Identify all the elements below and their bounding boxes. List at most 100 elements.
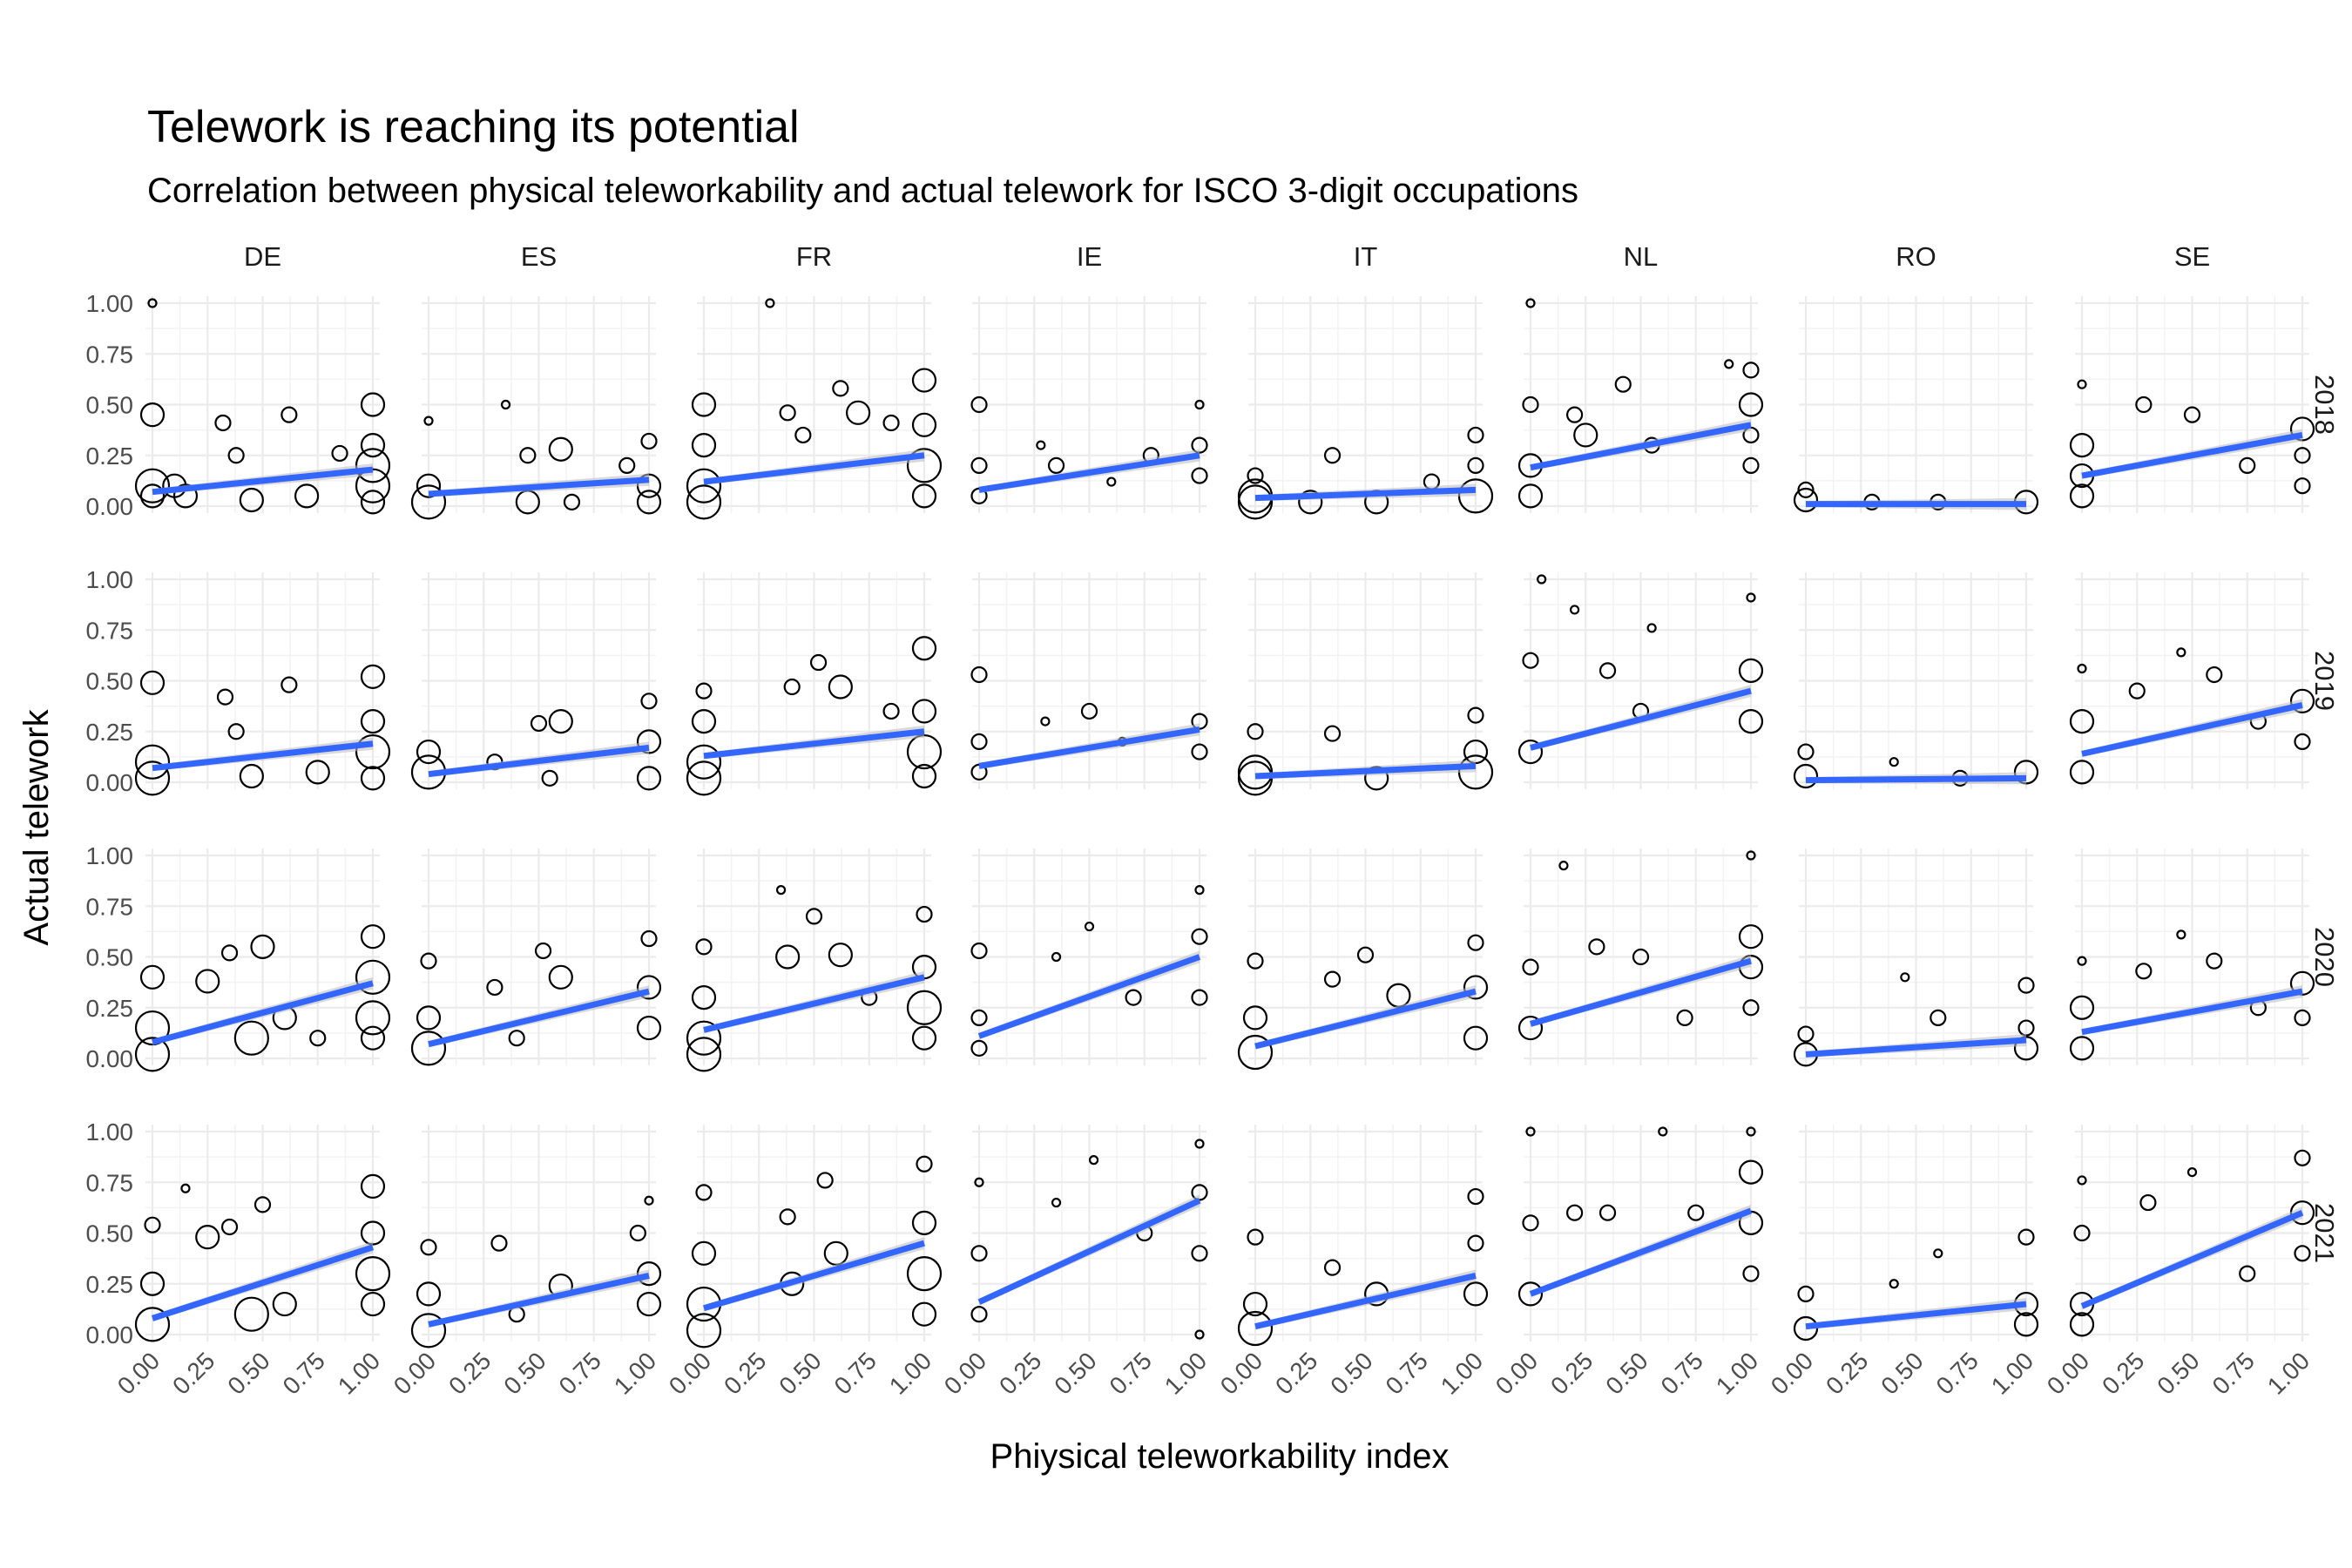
data-point — [360, 1291, 386, 1317]
data-point — [180, 1183, 191, 1193]
data-point — [916, 1155, 933, 1173]
data-point — [2289, 688, 2315, 713]
data-point — [1237, 1310, 1274, 1347]
x-tick-label: 0.75 — [829, 1347, 882, 1399]
x-tick-label: 0.25 — [1545, 1347, 1598, 1399]
panel-nl-2020 — [1517, 848, 1764, 1065]
data-point — [360, 433, 386, 458]
x-tick-label: 0.50 — [1600, 1347, 1652, 1399]
panel-ro-2021: 0.00 0.25 0.50 0.75 1.00 — [1766, 1125, 2038, 1400]
panel-de-2019: 0.00 0.25 0.50 0.75 1.00 — [86, 566, 391, 796]
data-point — [695, 1184, 713, 1201]
data-point — [1323, 1259, 1342, 1276]
data-point — [360, 1173, 386, 1200]
data-point — [916, 905, 933, 923]
trend-line — [978, 452, 1200, 493]
data-point — [970, 666, 988, 684]
data-point — [563, 493, 581, 510]
data-point — [331, 444, 348, 463]
y-tick-label: 0.25 — [86, 1271, 134, 1298]
data-point — [1517, 1281, 1544, 1307]
facet-label-ie: IE — [1077, 241, 1102, 272]
panel-es-2018 — [410, 296, 662, 520]
data-point — [686, 744, 722, 780]
data-point — [765, 298, 775, 308]
data-point — [1930, 1009, 1947, 1027]
trend-line — [152, 980, 374, 1045]
data-point — [416, 473, 442, 498]
data-point — [1558, 861, 1569, 871]
facet-label-se: SE — [2174, 241, 2210, 272]
x-tick-label: 0.25 — [2097, 1347, 2149, 1399]
trend-line — [2081, 702, 2303, 757]
panel-de-2018: 0.00 0.25 0.50 0.75 1.00 — [86, 290, 391, 520]
x-tick-label: 0.25 — [1821, 1347, 1873, 1399]
trend-line — [703, 974, 925, 1033]
data-point — [1191, 743, 1208, 760]
x-tick-label: 0.25 — [994, 1347, 1046, 1399]
x-tick-label: 0.50 — [774, 1347, 826, 1399]
data-point — [195, 1225, 220, 1250]
data-point — [233, 1296, 269, 1332]
x-tick-label: 0.00 — [2042, 1347, 2094, 1399]
data-point — [134, 1307, 171, 1342]
data-point — [911, 368, 937, 393]
data-point — [1051, 1197, 1062, 1208]
data-point — [272, 1291, 297, 1317]
data-point — [906, 990, 943, 1025]
data-point — [906, 448, 943, 483]
data-point — [1933, 1248, 1943, 1259]
data-point — [1569, 605, 1580, 615]
panel-es-2019 — [410, 572, 662, 791]
data-point — [911, 1301, 937, 1327]
trend-line — [703, 452, 925, 485]
data-point — [1522, 1214, 1539, 1232]
data-point — [134, 1037, 171, 1072]
data-point — [1522, 958, 1539, 976]
trend-line — [1529, 1207, 1753, 1297]
data-point — [305, 760, 330, 785]
panel-it-2020 — [1237, 848, 1489, 1071]
x-tick-label: 0.00 — [1215, 1347, 1267, 1399]
data-point — [1237, 484, 1274, 520]
panel-it-2018 — [1237, 296, 1494, 520]
chart-subtitle: Correlation between physical teleworkabi… — [147, 172, 1578, 210]
x-tick-label: 0.75 — [1381, 1347, 1433, 1399]
trend-line — [2081, 988, 2303, 1036]
data-point — [216, 688, 234, 706]
data-point — [239, 487, 264, 513]
data-point — [775, 885, 787, 896]
data-point — [2069, 708, 2095, 734]
data-point — [1191, 467, 1208, 484]
data-point — [1742, 362, 1760, 379]
x-tick-label: 0.50 — [1325, 1347, 1377, 1399]
data-point — [1047, 456, 1065, 475]
y-tick-label: 0.75 — [86, 1169, 134, 1196]
data-point — [1738, 924, 1764, 950]
data-point — [805, 908, 823, 925]
data-point — [2176, 647, 2186, 658]
panel-fr-2020 — [686, 848, 943, 1072]
data-point — [629, 1224, 646, 1242]
data-point — [2017, 1228, 2035, 1246]
data-point — [1467, 706, 1484, 724]
data-point — [360, 766, 386, 791]
data-point — [2135, 395, 2153, 414]
data-point — [227, 723, 245, 740]
data-point — [1746, 1126, 1756, 1137]
data-point — [355, 1255, 391, 1292]
data-point — [253, 1196, 272, 1213]
data-point — [280, 676, 298, 693]
data-point — [239, 763, 264, 789]
panel-ro-2019 — [1793, 572, 2039, 789]
data-point — [508, 1030, 525, 1047]
y-tick-label: 0.75 — [86, 341, 134, 368]
data-point — [1746, 592, 1756, 603]
data-point — [1463, 1281, 1489, 1307]
trend-line — [977, 954, 1201, 1039]
x-tick-label: 0.75 — [1105, 1347, 1157, 1399]
data-point — [534, 942, 552, 960]
trend-line — [428, 476, 650, 497]
data-point — [1247, 1228, 1264, 1246]
trend-line — [428, 1273, 650, 1328]
